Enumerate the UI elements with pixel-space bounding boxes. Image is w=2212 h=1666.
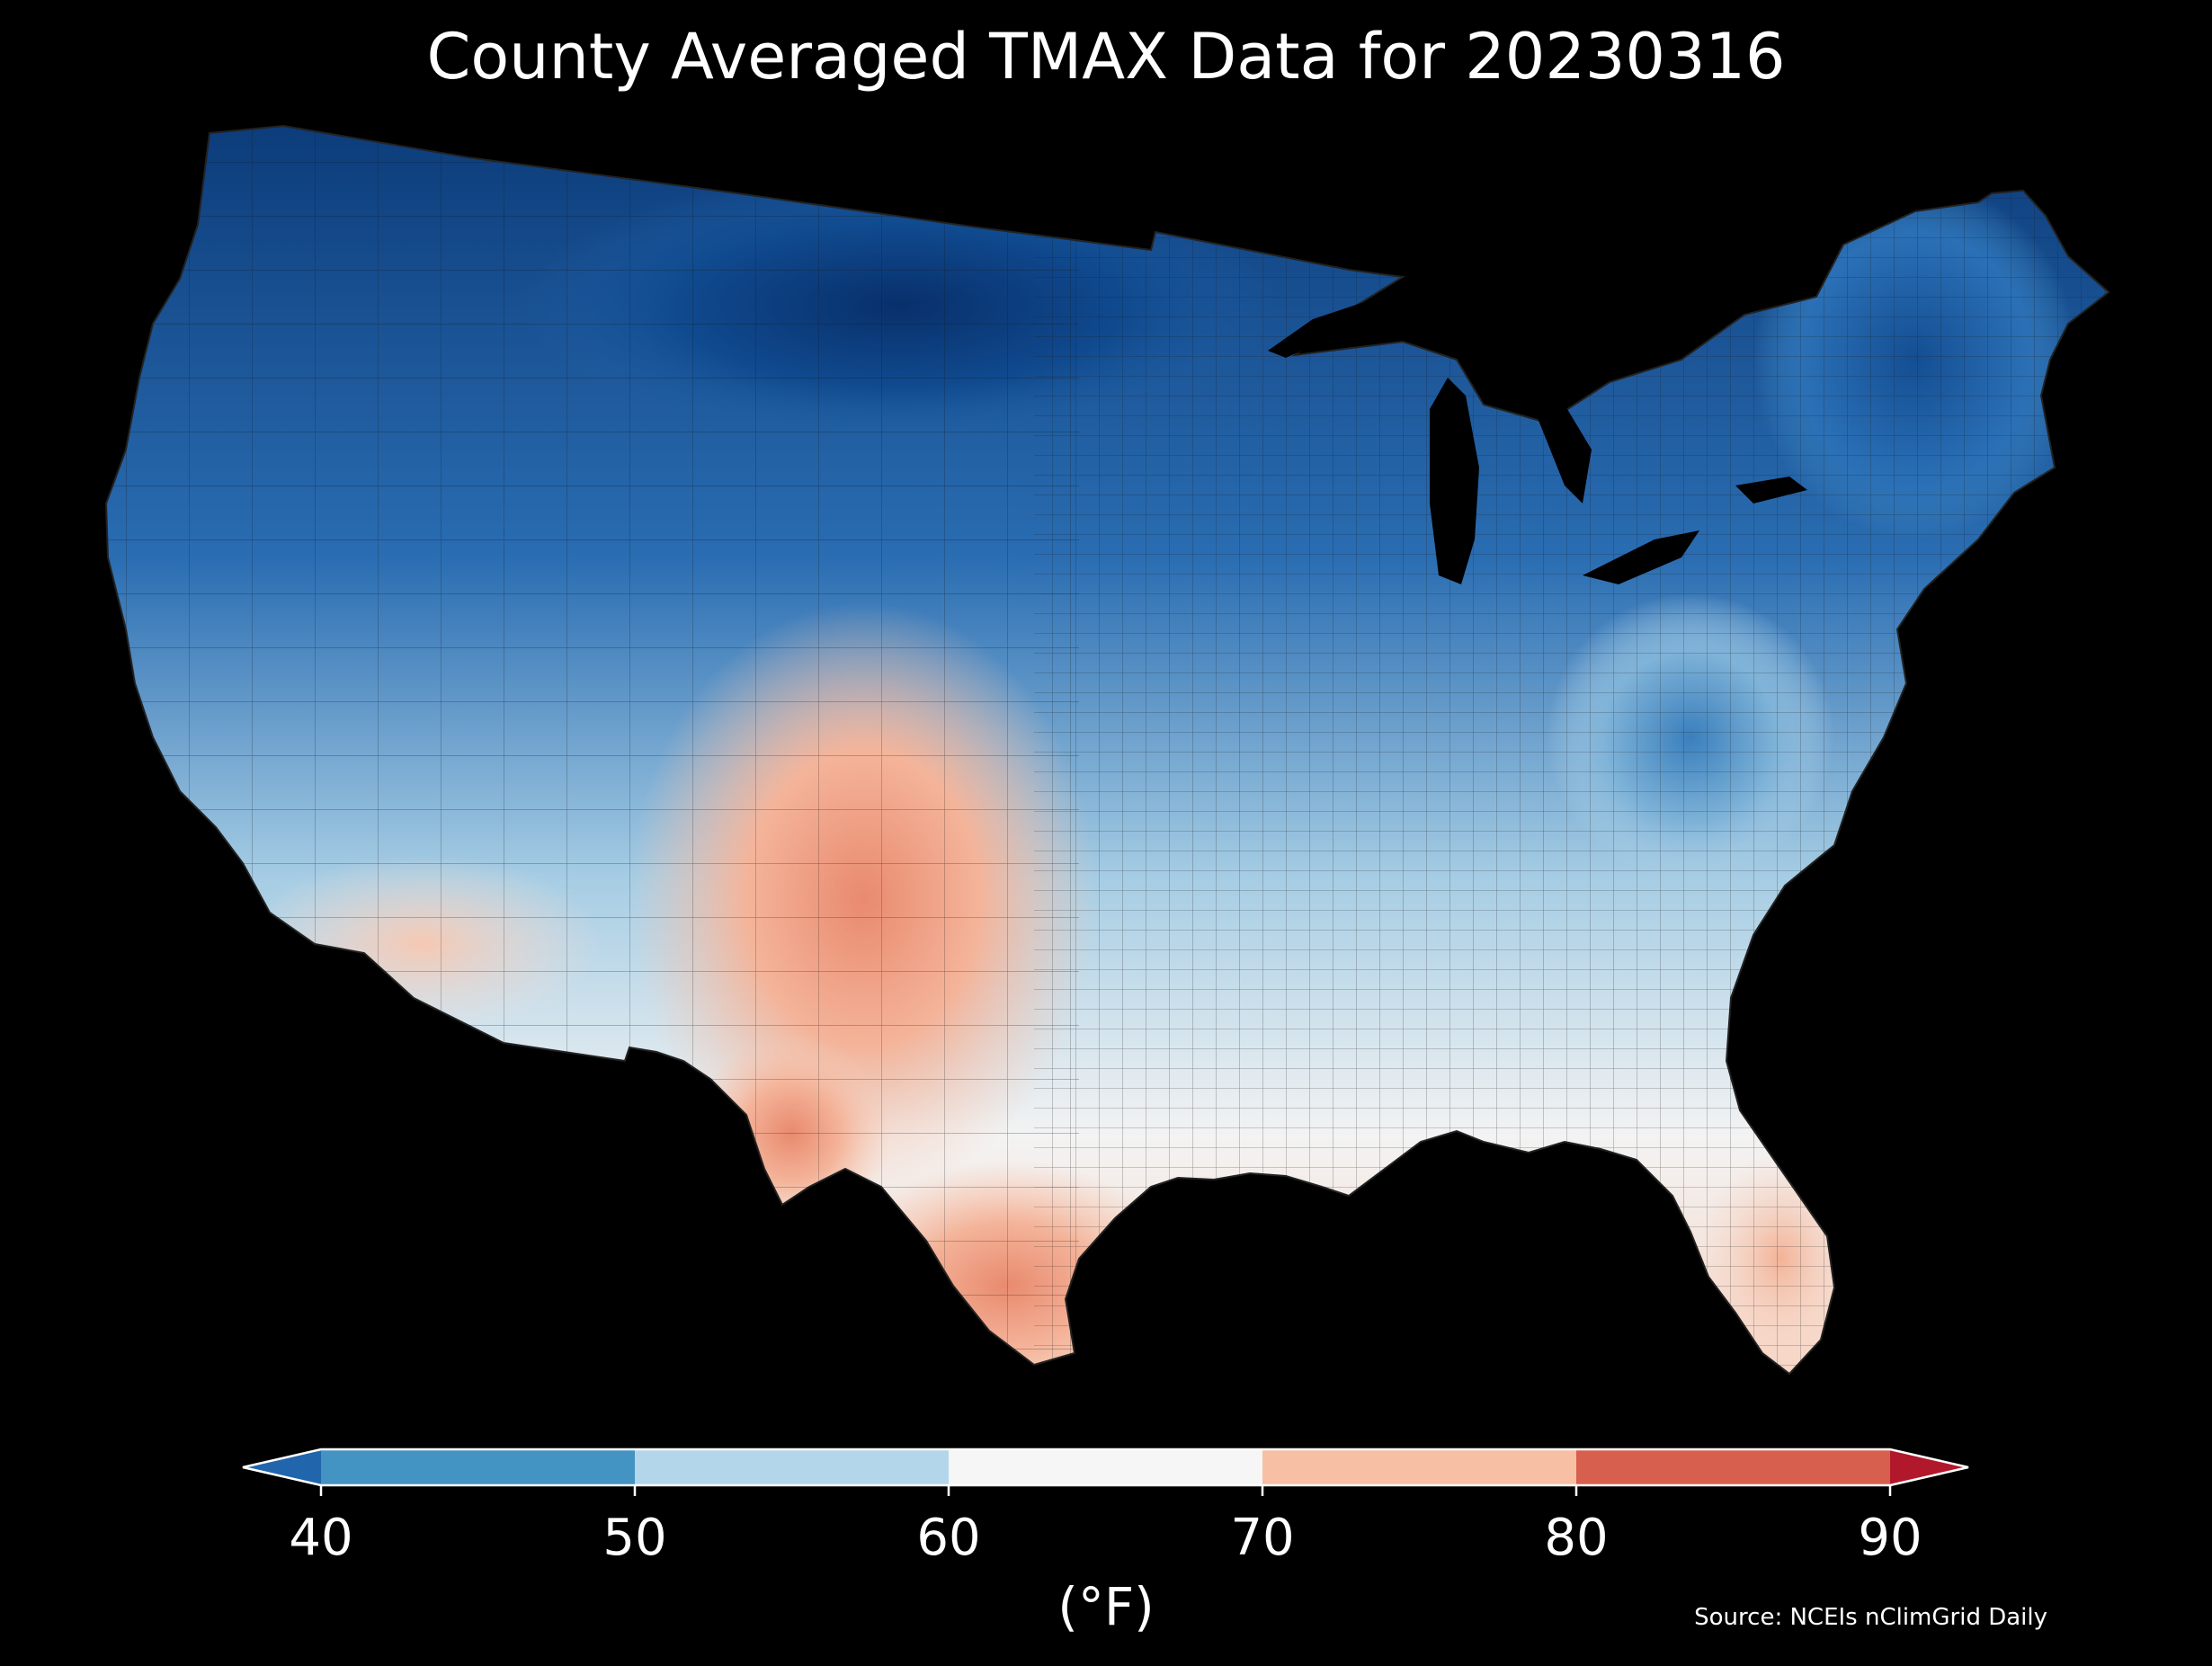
- source-credit: Source: NCEIs nClimGrid Daily: [1694, 1604, 2047, 1631]
- lake-ontario: [1735, 477, 1807, 503]
- colorbar-under-arrow: [243, 1449, 321, 1485]
- colorbar-bin-2: [635, 1449, 949, 1485]
- colorbar-tick-label-90: 90: [1858, 1509, 1922, 1567]
- colorbar-over-arrow: [1890, 1449, 1968, 1485]
- colorbar-bin-5: [1576, 1449, 1890, 1485]
- colorbar-bin-3: [949, 1449, 1262, 1485]
- colorbar-bin-4: [1262, 1449, 1576, 1485]
- colorbar-tick-label-40: 40: [289, 1509, 353, 1567]
- colorbar-bin-1: [321, 1449, 635, 1485]
- colorbar-tick-label-80: 80: [1544, 1509, 1609, 1567]
- us-outline: [104, 124, 2110, 1376]
- colorbar-tick-label-50: 50: [602, 1509, 667, 1567]
- colorbar-units-label: (°F): [1057, 1576, 1155, 1637]
- colorbar-group: [242, 1448, 1969, 1496]
- map-fill-layer: [106, 126, 2109, 1374]
- colorbar-tick-label-70: 70: [1230, 1509, 1295, 1567]
- lake-erie: [1583, 530, 1699, 584]
- lake-superior: [1268, 286, 1403, 358]
- map-title: County Averaged TMAX Data for 20230316: [426, 20, 1786, 94]
- lake-huron: [1529, 396, 1592, 503]
- colorbar-tick-label-60: 60: [916, 1509, 981, 1567]
- lake-michigan: [1430, 378, 1479, 584]
